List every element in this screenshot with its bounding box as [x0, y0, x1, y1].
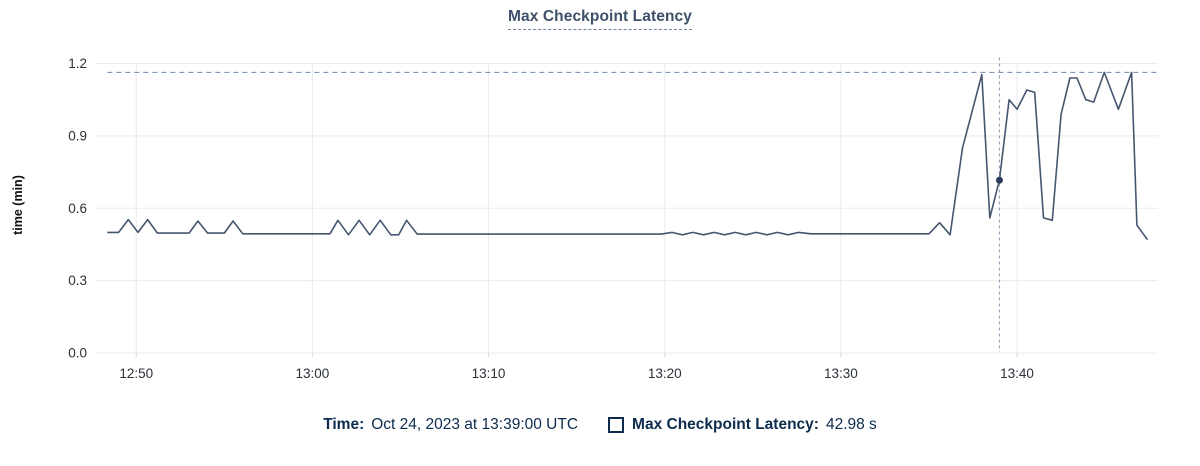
x-tick-label: 13:00 — [296, 366, 330, 381]
series-legend-checkbox-icon[interactable] — [608, 417, 625, 433]
y-tick-label: 0.9 — [68, 128, 87, 143]
tooltip-time-value: Oct 24, 2023 at 13:39:00 UTC — [371, 416, 579, 433]
x-tick-label: 13:40 — [1000, 366, 1034, 381]
chart-canvas[interactable]: 0.0 0.3 0.6 0.9 1.2 12:50 13:00 13:10 13:20 13:30… — [0, 0, 1200, 396]
y-tick-label: 0.6 — [68, 201, 87, 216]
series-legend-label[interactable]: Max Checkpoint Latency: — [632, 416, 819, 433]
selected-data-point[interactable] — [995, 176, 1003, 184]
title-row: Max Checkpoint Latency — [0, 8, 1200, 30]
x-tick-label: 13:30 — [824, 366, 858, 381]
x-tick-label: 13:10 — [472, 366, 506, 381]
series-value: 42.98 s — [825, 416, 877, 433]
chart-title-link[interactable]: Max Checkpoint Latency — [508, 8, 692, 30]
y-tick-label: 0.3 — [68, 273, 87, 288]
chart-tooltip-footer: Time: Oct 24, 2023 at 13:39:00 UTC Max C… — [0, 416, 1200, 434]
x-tick-label: 12:50 — [119, 366, 153, 381]
x-tick-label: 13:20 — [648, 366, 682, 381]
tooltip-time-label: Time: — [323, 416, 365, 433]
series-line-max-checkpoint-latency[interactable] — [107, 71, 1149, 241]
y-tick-label: 1.2 — [68, 56, 87, 71]
y-tick-label: 0.0 — [68, 346, 87, 361]
